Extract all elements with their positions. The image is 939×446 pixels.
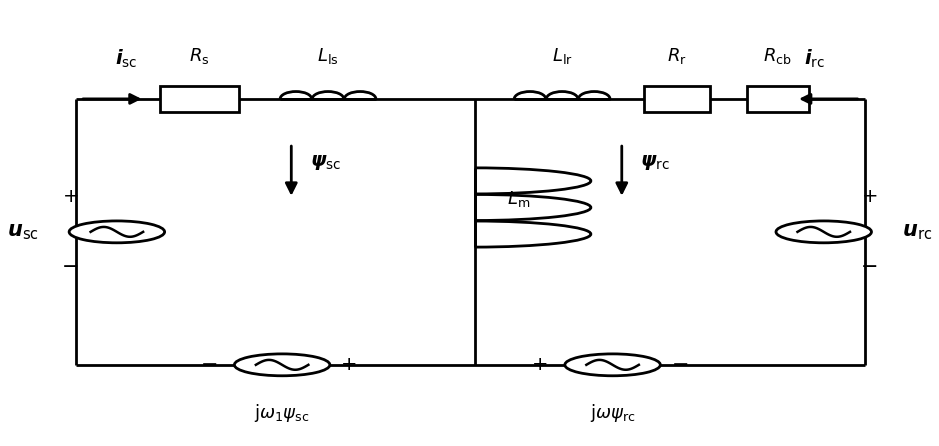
Text: $\boldsymbol{\psi}_\mathrm{sc}$: $\boldsymbol{\psi}_\mathrm{sc}$	[310, 153, 341, 172]
Text: −: −	[671, 355, 689, 375]
Text: $R_\mathrm{s}$: $R_\mathrm{s}$	[190, 45, 209, 66]
Text: $\boldsymbol{\psi}_\mathrm{rc}$: $\boldsymbol{\psi}_\mathrm{rc}$	[640, 153, 670, 172]
Text: $L_\mathrm{ls}$: $L_\mathrm{ls}$	[317, 45, 339, 66]
Text: +: +	[531, 355, 548, 374]
Ellipse shape	[69, 221, 164, 243]
Text: −: −	[62, 257, 80, 277]
Text: $L_\mathrm{m}$: $L_\mathrm{m}$	[507, 189, 531, 209]
Text: +: +	[63, 187, 79, 206]
Ellipse shape	[565, 354, 660, 376]
Text: $L_\mathrm{lr}$: $L_\mathrm{lr}$	[552, 45, 573, 66]
Ellipse shape	[235, 354, 330, 376]
Bar	[644, 86, 710, 112]
Text: $\boldsymbol{u}_\mathrm{rc}$: $\boldsymbol{u}_\mathrm{rc}$	[901, 222, 931, 242]
Bar	[747, 86, 809, 112]
Text: −: −	[200, 355, 218, 375]
Text: +: +	[341, 355, 358, 374]
Text: $\boldsymbol{u}_\mathrm{sc}$: $\boldsymbol{u}_\mathrm{sc}$	[8, 222, 38, 242]
Text: +: +	[861, 187, 878, 206]
Text: $R_\mathrm{r}$: $R_\mathrm{r}$	[667, 45, 686, 66]
Text: $\mathrm{j}\omega\psi_\mathrm{rc}$: $\mathrm{j}\omega\psi_\mathrm{rc}$	[590, 402, 636, 425]
Text: $\mathrm{j}\omega_1\psi_\mathrm{sc}$: $\mathrm{j}\omega_1\psi_\mathrm{sc}$	[254, 402, 310, 425]
Ellipse shape	[776, 221, 871, 243]
Bar	[161, 86, 239, 112]
Text: $R_\mathrm{cb}$: $R_\mathrm{cb}$	[763, 45, 793, 66]
Text: −: −	[861, 257, 878, 277]
Text: $\boldsymbol{i}_\mathrm{sc}$: $\boldsymbol{i}_\mathrm{sc}$	[115, 48, 137, 70]
Text: $\boldsymbol{i}_\mathrm{rc}$: $\boldsymbol{i}_\mathrm{rc}$	[804, 48, 825, 70]
